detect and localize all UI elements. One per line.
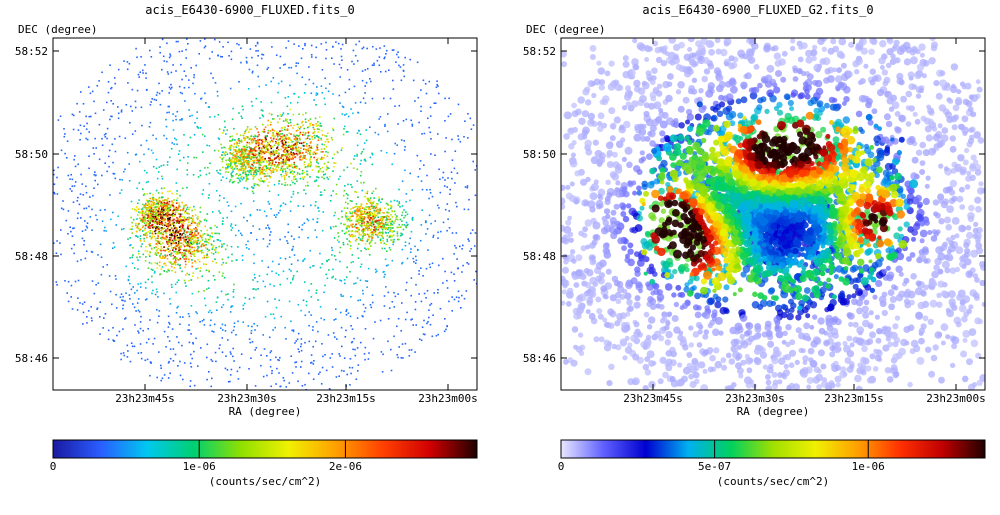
x-axis-label: RA (degree) [737,405,810,418]
y-tick-label: 58:46 [15,352,48,365]
x-tick-label: 23h23m45s [115,392,175,405]
left-image-panel: acis_E6430-6900_FLUXED.fits_0 DEC (degree… [0,0,500,511]
y-tick-label: 58:50 [15,148,48,161]
plot-title: acis_E6430-6900_FLUXED_G2.fits_0 [642,3,873,17]
image-content [558,35,987,394]
colorbar [561,440,985,458]
y-tick-label: 58:48 [523,250,556,263]
y-axis-label: DEC (degree) [18,23,97,36]
y-tick-label: 58:52 [15,45,48,58]
x-tick-label: 23h23m30s [725,392,785,405]
image-plot-0: acis_E6430-6900_FLUXED.fits_0 DEC (degree… [0,0,500,511]
y-axis-label: DEC (degree) [526,23,605,36]
image-plot-1: acis_E6430-6900_FLUXED_G2.fits_0 DEC (deg… [508,0,1000,511]
right-image-panel: acis_E6430-6900_FLUXED_G2.fits_0 DEC (deg… [508,0,1000,511]
y-tick-label: 58:52 [523,45,556,58]
colorbar-tick-label: 0 [50,460,57,473]
plot-title: acis_E6430-6900_FLUXED.fits_0 [145,3,355,17]
colorbar-tick-label: 2e-06 [329,460,362,473]
colorbar-tick-label: 0 [558,460,565,473]
y-tick-label: 58:46 [523,352,556,365]
x-tick-label: 23h23m00s [418,392,478,405]
x-axis-label: RA (degree) [229,405,302,418]
x-tick-label: 23h23m30s [217,392,277,405]
x-tick-label: 23h23m15s [316,392,376,405]
x-tick-label: 23h23m15s [824,392,884,405]
colorbar-label: (counts/sec/cm^2) [717,475,830,488]
colorbar [53,440,477,458]
y-tick-label: 58:48 [15,250,48,263]
colorbar-label: (counts/sec/cm^2) [209,475,322,488]
colorbar-tick-label: 1e-06 [183,460,216,473]
y-tick-label: 58:50 [523,148,556,161]
image-content [53,38,478,391]
x-tick-label: 23h23m45s [623,392,683,405]
colorbar-tick-label: 1e-06 [852,460,885,473]
x-tick-label: 23h23m00s [926,392,986,405]
colorbar-tick-label: 5e-07 [698,460,731,473]
